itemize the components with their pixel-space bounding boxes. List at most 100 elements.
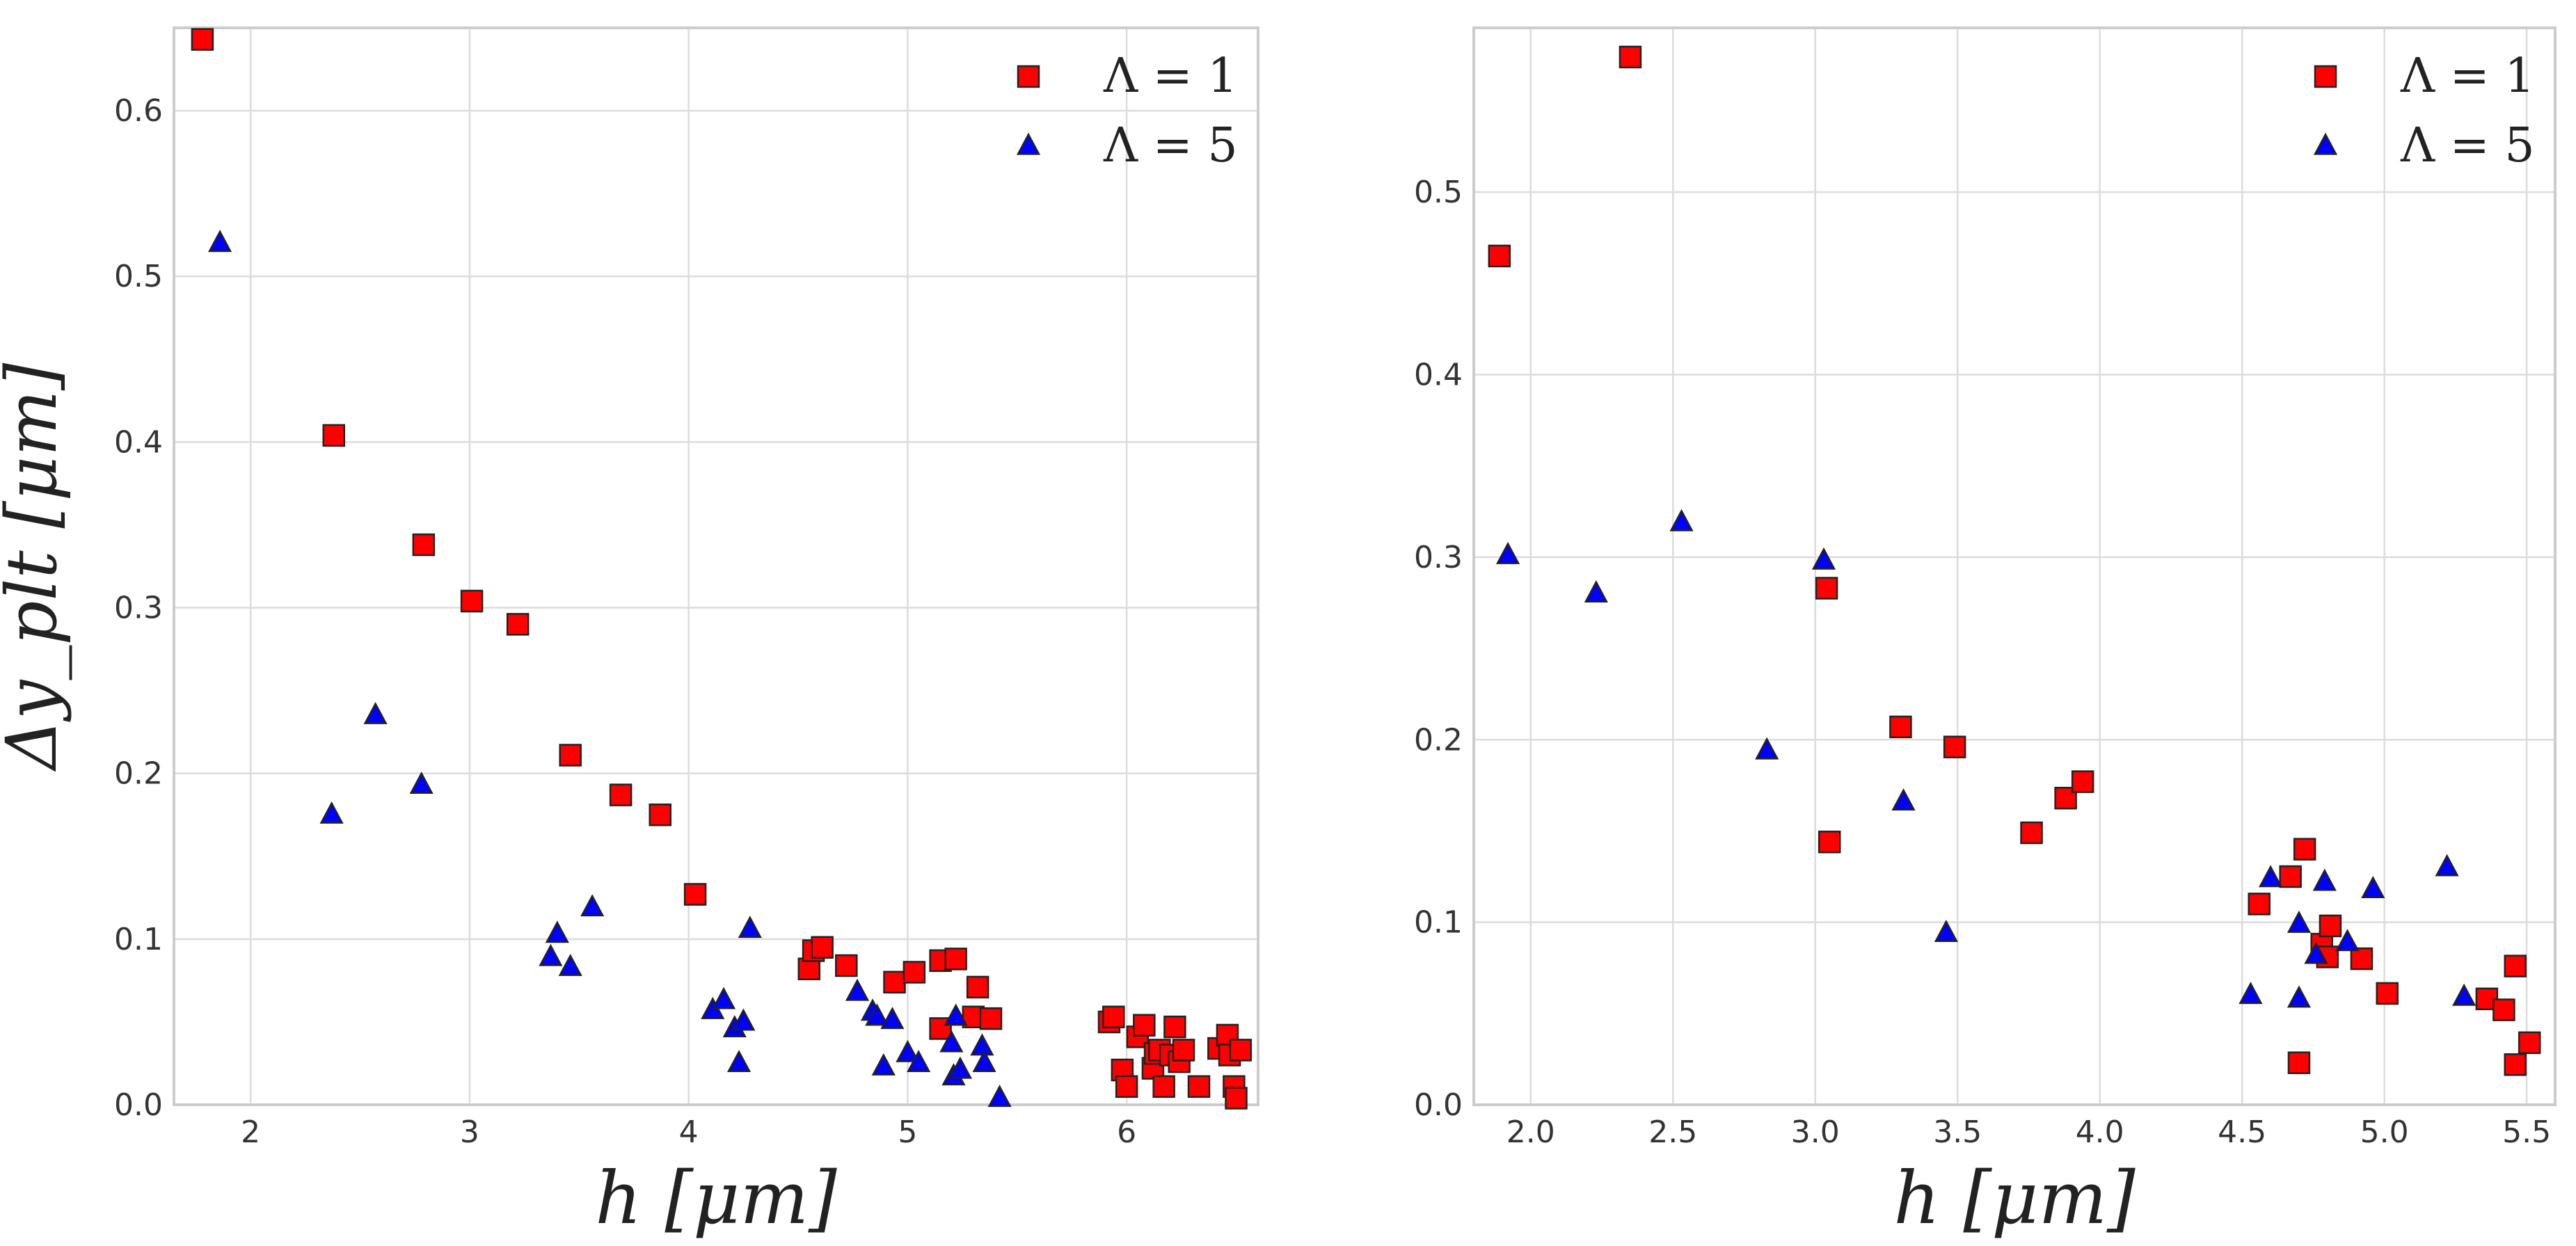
- square-point: [1619, 45, 1642, 69]
- triangle-point: [845, 978, 870, 1001]
- square-point: [1889, 715, 1912, 739]
- x-tick-label: 3: [460, 1115, 479, 1150]
- x-axis-label: h [μm]: [1893, 1156, 2136, 1240]
- square-point: [966, 975, 989, 999]
- legend-marker: [1017, 65, 1040, 88]
- triangle-point: [1891, 788, 1916, 811]
- triangle-point: [2304, 941, 2328, 964]
- square-point: [1815, 577, 1838, 600]
- square-point: [1225, 1087, 1248, 1110]
- triangle-point: [2287, 910, 2312, 933]
- triangle-point: [871, 1053, 896, 1076]
- square-point: [506, 613, 530, 636]
- y-tick-label: 0.1: [1414, 905, 1463, 941]
- triangle-point: [865, 1003, 889, 1026]
- square-point: [649, 803, 671, 826]
- y-tick-label: 0.6: [114, 93, 163, 129]
- triangle-point: [319, 801, 344, 824]
- x-tick-label: 3.0: [1791, 1115, 1840, 1150]
- square-point: [2492, 998, 2515, 1021]
- triangle-point: [539, 943, 563, 966]
- triangle-point: [948, 1056, 973, 1079]
- square-point: [2504, 955, 2527, 977]
- y-tick-label: 0.0: [1414, 1087, 1463, 1123]
- triangle-point: [1584, 580, 1608, 602]
- legend: Λ = 1 Λ = 5: [1016, 49, 1238, 173]
- triangle-point: [2435, 854, 2459, 877]
- square-point: [1229, 1039, 1253, 1062]
- triangle-point: [1811, 547, 1836, 570]
- series-lambda-5: [1495, 509, 2476, 1008]
- triangle-point: [2287, 985, 2312, 1008]
- triangle-point: [558, 953, 582, 976]
- x-tick-label: 2: [241, 1115, 260, 1150]
- triangle-point: [896, 1039, 920, 1062]
- triangle-point: [363, 701, 388, 724]
- square-point: [2279, 865, 2302, 888]
- triangle-point: [1495, 541, 1520, 564]
- square-point: [1172, 1039, 1195, 1062]
- x-axis-label: h [μm]: [595, 1156, 837, 1240]
- triangle-point: [1669, 509, 1694, 532]
- triangle-point: [987, 1085, 1012, 1108]
- square-point: [2248, 893, 2271, 916]
- x-tick-label: 4.5: [2218, 1115, 2266, 1150]
- triangle-point: [1755, 737, 1779, 760]
- x-tick-label: 4.0: [2076, 1115, 2124, 1150]
- triangle-point: [2335, 929, 2360, 952]
- grid: [1474, 28, 2555, 1106]
- y-tick-label: 0.5: [1414, 175, 1463, 210]
- legend: Λ = 1 Λ = 5: [2313, 49, 2535, 173]
- x-tick-label: 6: [1117, 1115, 1136, 1150]
- square-point: [1115, 1075, 1138, 1099]
- legend-marker: [1016, 132, 1041, 155]
- triangle-point: [972, 1050, 996, 1073]
- square-point: [979, 1007, 1003, 1030]
- y-axis-label: Δy_plt [μm]: [0, 362, 72, 773]
- square-point: [1187, 1075, 1211, 1099]
- x-tick-label: 3.5: [1933, 1115, 1982, 1150]
- square-point: [322, 424, 346, 447]
- series-lambda-1: [1488, 45, 2541, 1076]
- grid: [174, 28, 1258, 1106]
- y-tick-label: 0.0: [114, 1087, 163, 1123]
- plot-frame: [1472, 26, 2557, 1106]
- right-plot-panel: 2.0 2.5 3.0 3.5 4.0 4.5 5.0 5.5 0.0 0.1 0.2 0.3 0.4 0…: [1414, 26, 2557, 1240]
- triangle-point: [409, 771, 434, 794]
- triangle-point: [2452, 983, 2476, 1006]
- square-point: [1133, 1014, 1156, 1037]
- x-tick-label: 2.0: [1506, 1115, 1555, 1150]
- y-tick-label: 0.2: [114, 756, 163, 792]
- triangle-point: [580, 894, 605, 917]
- square-point: [2518, 1031, 2541, 1055]
- triangle-point: [970, 1033, 994, 1056]
- y-tick-label: 0.4: [1414, 358, 1463, 393]
- series-lambda-5: [208, 230, 1012, 1108]
- square-point: [412, 533, 436, 557]
- y-tick-label: 0.3: [1414, 540, 1463, 575]
- square-point: [2293, 838, 2316, 861]
- square-point: [559, 744, 582, 767]
- y-tick-label: 0.2: [1414, 722, 1463, 758]
- triangle-point: [2239, 982, 2263, 1005]
- square-point: [2319, 914, 2342, 938]
- y-tick-label: 0.5: [114, 259, 163, 294]
- square-point: [2504, 1053, 2527, 1076]
- square-point: [460, 589, 484, 613]
- x-tick-label: 4: [679, 1115, 699, 1150]
- legend-label: Λ = 5: [1103, 118, 1238, 173]
- triangle-point: [944, 1003, 968, 1026]
- square-point: [2376, 982, 2399, 1005]
- square-point: [1152, 1075, 1175, 1099]
- triangle-point: [2361, 876, 2385, 898]
- triangle-point: [545, 920, 569, 943]
- square-point: [609, 783, 633, 806]
- square-point: [2287, 1051, 2311, 1074]
- legend-label: Λ = 1: [2400, 49, 2535, 104]
- square-point: [2071, 770, 2094, 793]
- triangle-point: [2258, 865, 2283, 888]
- square-point: [2350, 947, 2374, 971]
- triangle-point: [738, 916, 762, 939]
- triangle-point: [2312, 868, 2337, 891]
